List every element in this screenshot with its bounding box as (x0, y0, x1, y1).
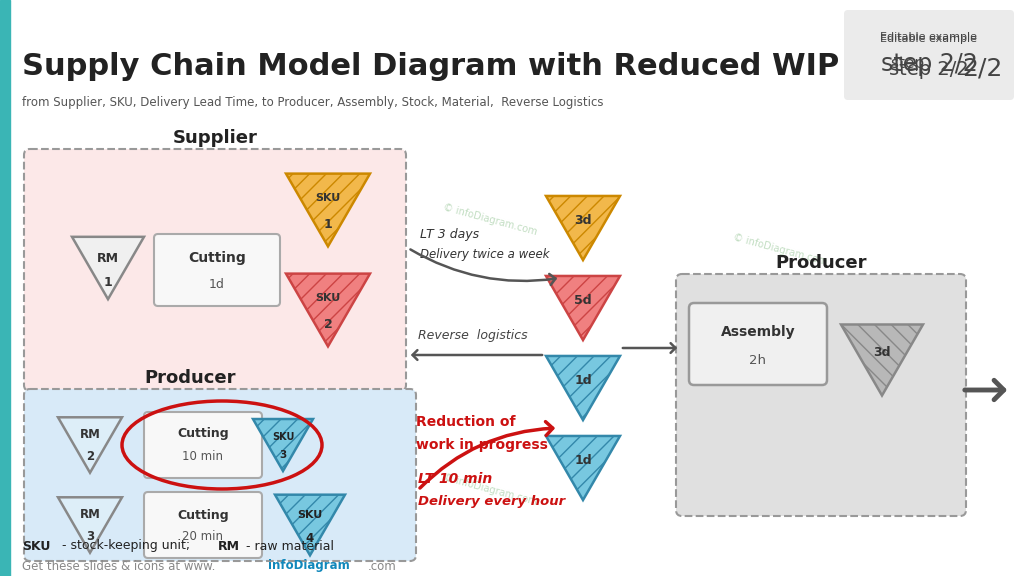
Polygon shape (841, 324, 923, 396)
FancyBboxPatch shape (844, 12, 1014, 98)
Text: RM: RM (80, 429, 100, 441)
Text: Delivery every hour: Delivery every hour (418, 495, 565, 508)
Text: SKU: SKU (271, 432, 294, 442)
Text: SKU: SKU (297, 510, 323, 520)
Polygon shape (546, 436, 620, 500)
Text: infoDiagram: infoDiagram (268, 559, 350, 573)
Polygon shape (546, 196, 620, 260)
Text: © infoDiagram.com: © infoDiagram.com (442, 473, 538, 507)
FancyBboxPatch shape (144, 492, 262, 558)
Text: - stock-keeping unit;: - stock-keeping unit; (58, 540, 195, 552)
Text: 2: 2 (86, 450, 94, 464)
FancyBboxPatch shape (154, 234, 280, 306)
Text: step 2/2: step 2/2 (881, 52, 977, 76)
Text: .com: .com (368, 559, 396, 573)
Polygon shape (72, 237, 144, 299)
Text: SKU: SKU (315, 293, 341, 303)
Text: SKU: SKU (315, 193, 341, 203)
Text: RM: RM (80, 509, 100, 521)
Text: 1d: 1d (574, 453, 592, 467)
Text: work in progress: work in progress (416, 438, 548, 452)
Text: Reverse  logistics: Reverse logistics (418, 329, 527, 342)
Text: LT 3 days: LT 3 days (420, 228, 479, 241)
Text: 4: 4 (306, 532, 314, 544)
FancyBboxPatch shape (676, 274, 966, 516)
FancyBboxPatch shape (844, 10, 1014, 100)
Polygon shape (58, 417, 122, 473)
Text: 1d: 1d (209, 278, 225, 290)
Text: 10 min: 10 min (182, 449, 223, 463)
Polygon shape (253, 419, 313, 471)
Text: - raw material: - raw material (242, 540, 334, 552)
FancyBboxPatch shape (24, 389, 416, 561)
Text: 3d: 3d (574, 214, 592, 226)
Text: from Supplier, SKU, Delivery Lead Time, to Producer, Assembly, Stock, Material, : from Supplier, SKU, Delivery Lead Time, … (22, 96, 603, 109)
Text: Supply Chain Model Diagram with Reduced WIP: Supply Chain Model Diagram with Reduced … (22, 52, 840, 81)
Text: 3d: 3d (873, 347, 891, 359)
Text: 1: 1 (324, 218, 333, 230)
Polygon shape (546, 356, 620, 420)
Text: © infoDiagram.com: © infoDiagram.com (442, 203, 538, 237)
Bar (0, 0, 10, 576)
Text: 2/2: 2/2 (962, 56, 1002, 80)
Text: © infoDiagram.com: © infoDiagram.com (152, 177, 248, 213)
Text: Get these slides & icons at www.: Get these slides & icons at www. (22, 559, 215, 573)
FancyBboxPatch shape (144, 412, 262, 478)
Polygon shape (546, 276, 620, 340)
Text: step 2/2: step 2/2 (889, 60, 969, 79)
Text: Assembly: Assembly (721, 325, 796, 339)
Text: 2: 2 (324, 317, 333, 331)
FancyBboxPatch shape (689, 303, 827, 385)
Text: © infoDiagram.com: © infoDiagram.com (732, 233, 828, 267)
Text: step: step (891, 56, 929, 71)
Text: © infoDiagram.com: © infoDiagram.com (732, 442, 828, 478)
Text: Delivery twice a week: Delivery twice a week (420, 248, 550, 261)
Text: 3: 3 (86, 530, 94, 544)
Text: RM: RM (97, 252, 119, 264)
Text: 1: 1 (103, 275, 113, 289)
Text: LT 10 min: LT 10 min (418, 472, 493, 486)
Polygon shape (286, 173, 370, 247)
Text: Cutting: Cutting (177, 509, 228, 521)
Text: Editable example: Editable example (881, 34, 978, 44)
Text: 5d: 5d (574, 294, 592, 306)
Text: Producer: Producer (144, 369, 236, 387)
Polygon shape (286, 274, 370, 346)
Text: 1d: 1d (574, 373, 592, 386)
Text: 3: 3 (280, 450, 287, 460)
Polygon shape (275, 495, 345, 555)
Text: Cutting: Cutting (188, 251, 246, 265)
Text: Producer: Producer (775, 254, 866, 272)
Text: Supplier: Supplier (173, 129, 257, 147)
Polygon shape (58, 497, 122, 553)
Text: SKU: SKU (22, 540, 50, 552)
Text: 2h: 2h (750, 354, 767, 366)
Text: Cutting: Cutting (177, 427, 228, 441)
Text: 20 min: 20 min (182, 530, 223, 544)
FancyBboxPatch shape (24, 149, 406, 391)
Text: Reduction of: Reduction of (416, 415, 515, 429)
Text: Editable example: Editable example (881, 32, 978, 42)
Text: RM: RM (218, 540, 240, 552)
